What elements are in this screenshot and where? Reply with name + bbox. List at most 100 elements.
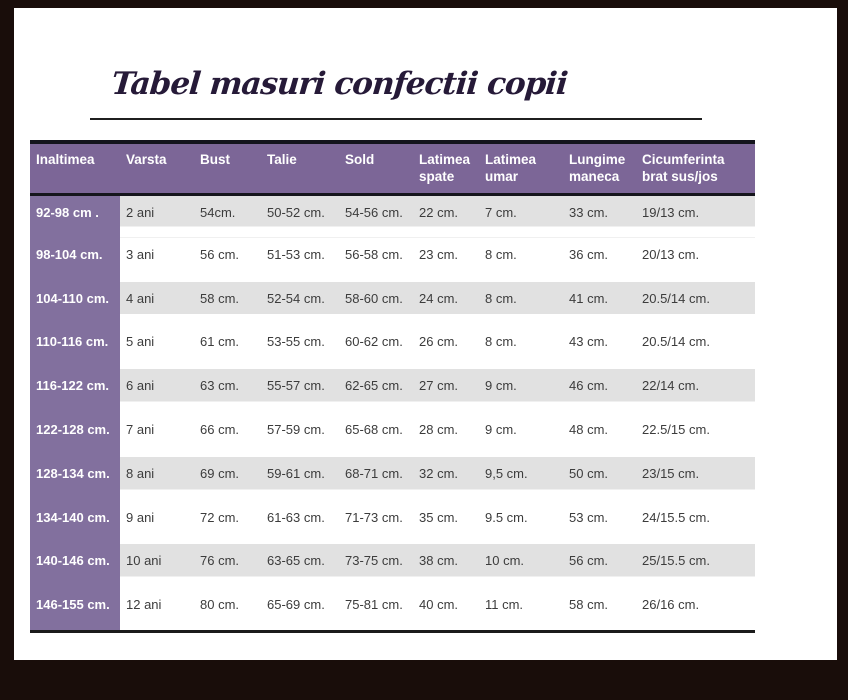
data-cell: 40 cm.	[413, 588, 479, 632]
table-row: 146-155 cm. 12 ani 80 cm. 65-69 cm. 75-81 cm…	[30, 588, 755, 632]
data-cell: 5 ani	[120, 325, 194, 370]
data-cell: 24 cm.	[413, 281, 479, 326]
table-row: 134-140 cm. 9 ani 72 cm. 61-63 cm. 71-73 cm.…	[30, 500, 755, 545]
table-row: 128-134 cm. 8 ani 69 cm. 59-61 cm. 68-71 cm.…	[30, 456, 755, 501]
column-header: Latimea umar	[479, 142, 563, 196]
data-cell: 6 ani	[120, 369, 194, 413]
data-cell: 57-59 cm.	[261, 412, 339, 457]
data-cell: 58 cm.	[194, 281, 261, 326]
data-cell: 8 cm.	[479, 237, 563, 282]
column-header: Lungime maneca	[563, 142, 636, 196]
data-cell: 35 cm.	[413, 500, 479, 545]
data-cell: 66 cm.	[194, 412, 261, 457]
data-cell: 65-69 cm.	[261, 588, 339, 632]
data-cell: 43 cm.	[563, 325, 636, 370]
data-cell: 73-75 cm.	[339, 544, 413, 589]
data-cell: 24/15.5 cm.	[636, 500, 755, 545]
row-height-label: 98-104 cm.	[30, 237, 120, 282]
data-cell: 20/13 cm.	[636, 237, 755, 282]
header-row: Inaltimea Varsta Bust Talie Sold Latimea spat…	[30, 142, 755, 196]
data-cell: 69 cm.	[194, 456, 261, 501]
table-header: Inaltimea Varsta Bust Talie Sold Latimea spat…	[30, 142, 755, 196]
column-header: Sold	[339, 142, 413, 196]
data-cell: 62-65 cm.	[339, 369, 413, 413]
data-cell: 63 cm.	[194, 369, 261, 413]
table-row: 110-116 cm. 5 ani 61 cm. 53-55 cm. 60-62 cm.…	[30, 325, 755, 370]
row-height-label: 128-134 cm.	[30, 456, 120, 501]
data-cell: 56 cm.	[563, 544, 636, 589]
data-cell: 72 cm.	[194, 500, 261, 545]
data-cell: 41 cm.	[563, 281, 636, 326]
table-row: 98-104 cm. 3 ani 56 cm. 51-53 cm. 56-58 cm. 2…	[30, 237, 755, 282]
column-header: Talie	[261, 142, 339, 196]
data-cell: 36 cm.	[563, 237, 636, 282]
row-height-label: 146-155 cm.	[30, 588, 120, 632]
table-row: 104-110 cm. 4 ani 58 cm. 52-54 cm. 58-60 cm.…	[30, 281, 755, 326]
data-cell: 33 cm.	[563, 194, 636, 238]
column-header: Varsta	[120, 142, 194, 196]
data-cell: 8 ani	[120, 456, 194, 501]
page-title: Tabel masuri confectii copii	[110, 66, 569, 102]
data-cell: 58 cm.	[563, 588, 636, 632]
data-cell: 23 cm.	[413, 237, 479, 282]
data-cell: 8 cm.	[479, 281, 563, 326]
data-cell: 60-62 cm.	[339, 325, 413, 370]
data-cell: 22/14 cm.	[636, 369, 755, 413]
data-cell: 25/15.5 cm.	[636, 544, 755, 589]
data-cell: 71-73 cm.	[339, 500, 413, 545]
data-cell: 9 ani	[120, 500, 194, 545]
row-height-label: 92-98 cm .	[30, 194, 120, 238]
data-cell: 50 cm.	[563, 456, 636, 501]
column-header: Cicumferinta brat sus/jos	[636, 142, 755, 196]
data-cell: 53-55 cm.	[261, 325, 339, 370]
data-cell: 20.5/14 cm.	[636, 281, 755, 326]
data-cell: 8 cm.	[479, 325, 563, 370]
data-cell: 61 cm.	[194, 325, 261, 370]
data-cell: 4 ani	[120, 281, 194, 326]
column-header: Bust	[194, 142, 261, 196]
data-cell: 32 cm.	[413, 456, 479, 501]
data-cell: 55-57 cm.	[261, 369, 339, 413]
data-cell: 59-61 cm.	[261, 456, 339, 501]
data-cell: 75-81 cm.	[339, 588, 413, 632]
size-chart-table: Inaltimea Varsta Bust Talie Sold Latimea spat…	[30, 140, 755, 634]
title-underline	[90, 118, 702, 120]
data-cell: 12 ani	[120, 588, 194, 632]
data-cell: 80 cm.	[194, 588, 261, 632]
data-cell: 7 ani	[120, 412, 194, 457]
table-row: 92-98 cm .2 ani 54cm. 50-52 cm. 54-56 cm. 22…	[30, 194, 755, 238]
data-cell: 61-63 cm.	[261, 500, 339, 545]
data-cell: 26/16 cm.	[636, 588, 755, 632]
data-cell: 10 cm.	[479, 544, 563, 589]
data-cell: 56-58 cm.	[339, 237, 413, 282]
row-height-label: 110-116 cm.	[30, 325, 120, 370]
data-cell: 63-65 cm.	[261, 544, 339, 589]
data-cell: 20.5/14 cm.	[636, 325, 755, 370]
data-cell: 51-53 cm.	[261, 237, 339, 282]
data-cell: 56 cm.	[194, 237, 261, 282]
table-row: 140-146 cm. 10 ani 76 cm. 63-65 cm. 73-75 cm…	[30, 544, 755, 589]
data-cell: 2 ani	[120, 194, 194, 238]
data-cell: 26 cm.	[413, 325, 479, 370]
data-cell: 11 cm.	[479, 588, 563, 632]
data-cell: 52-54 cm.	[261, 281, 339, 326]
data-cell: 46 cm.	[563, 369, 636, 413]
row-height-label: 140-146 cm.	[30, 544, 120, 589]
data-cell: 19/13 cm.	[636, 194, 755, 238]
document-page: Tabel masuri confectii copii Inaltimea Va…	[14, 8, 837, 660]
data-cell: 10 ani	[120, 544, 194, 589]
data-cell: 50-52 cm.	[261, 194, 339, 238]
data-cell: 68-71 cm.	[339, 456, 413, 501]
table-row: 116-122 cm. 6 ani 63 cm. 55-57 cm. 62-65 cm.…	[30, 369, 755, 413]
data-cell: 76 cm.	[194, 544, 261, 589]
row-height-label: 122-128 cm.	[30, 412, 120, 457]
table-body: 92-98 cm .2 ani 54cm. 50-52 cm. 54-56 cm. 22…	[30, 194, 755, 632]
data-cell: 48 cm.	[563, 412, 636, 457]
data-cell: 7 cm.	[479, 194, 563, 238]
row-height-label: 116-122 cm.	[30, 369, 120, 413]
table-row: 122-128 cm. 7 ani 66 cm. 57-59 cm. 65-68 cm.…	[30, 412, 755, 457]
data-cell: 9,5 cm.	[479, 456, 563, 501]
data-cell: 65-68 cm.	[339, 412, 413, 457]
row-height-label: 134-140 cm.	[30, 500, 120, 545]
